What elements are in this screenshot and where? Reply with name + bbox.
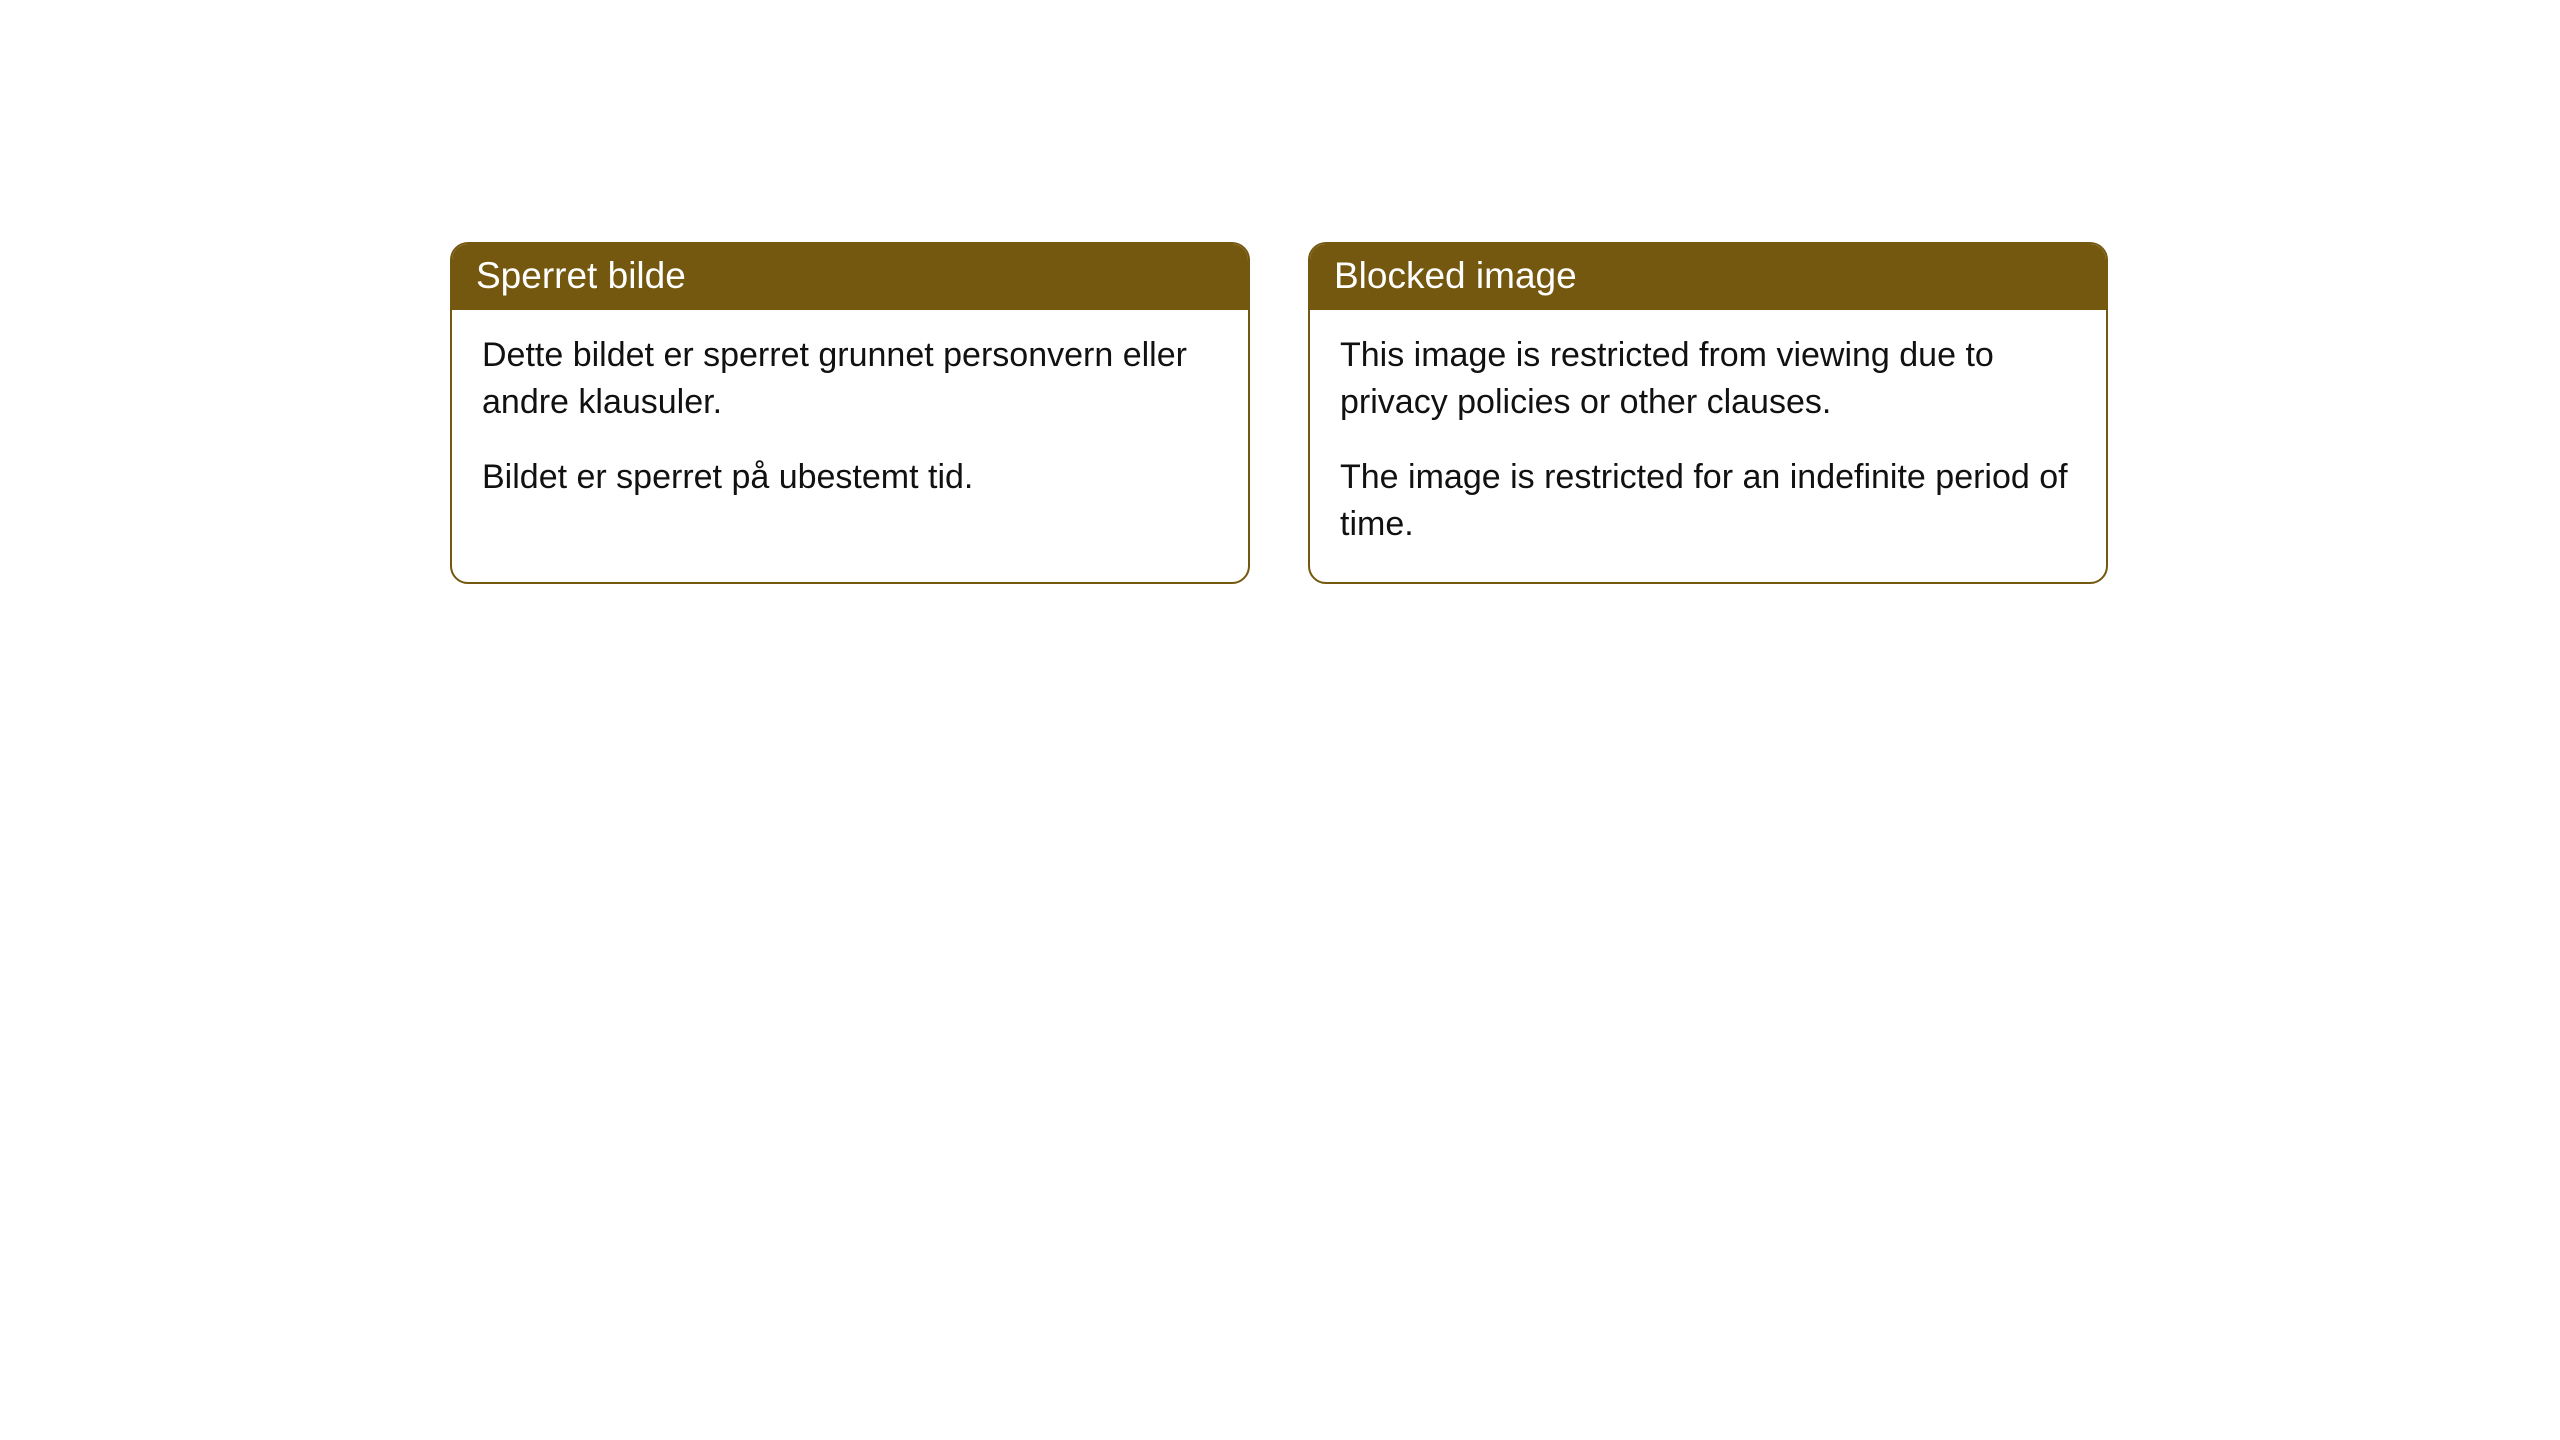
card-header-en: Blocked image (1310, 244, 2106, 310)
card-body-no: Dette bildet er sperret grunnet personve… (452, 310, 1248, 535)
blocked-image-card-en: Blocked image This image is restricted f… (1308, 242, 2108, 584)
card-paragraph-1-en: This image is restricted from viewing du… (1340, 332, 2076, 426)
card-body-en: This image is restricted from viewing du… (1310, 310, 2106, 582)
card-paragraph-2-no: Bildet er sperret på ubestemt tid. (482, 454, 1218, 501)
card-header-no: Sperret bilde (452, 244, 1248, 310)
blocked-image-card-no: Sperret bilde Dette bildet er sperret gr… (450, 242, 1250, 584)
cards-container: Sperret bilde Dette bildet er sperret gr… (0, 0, 2560, 584)
card-paragraph-2-en: The image is restricted for an indefinit… (1340, 454, 2076, 548)
card-paragraph-1-no: Dette bildet er sperret grunnet personve… (482, 332, 1218, 426)
